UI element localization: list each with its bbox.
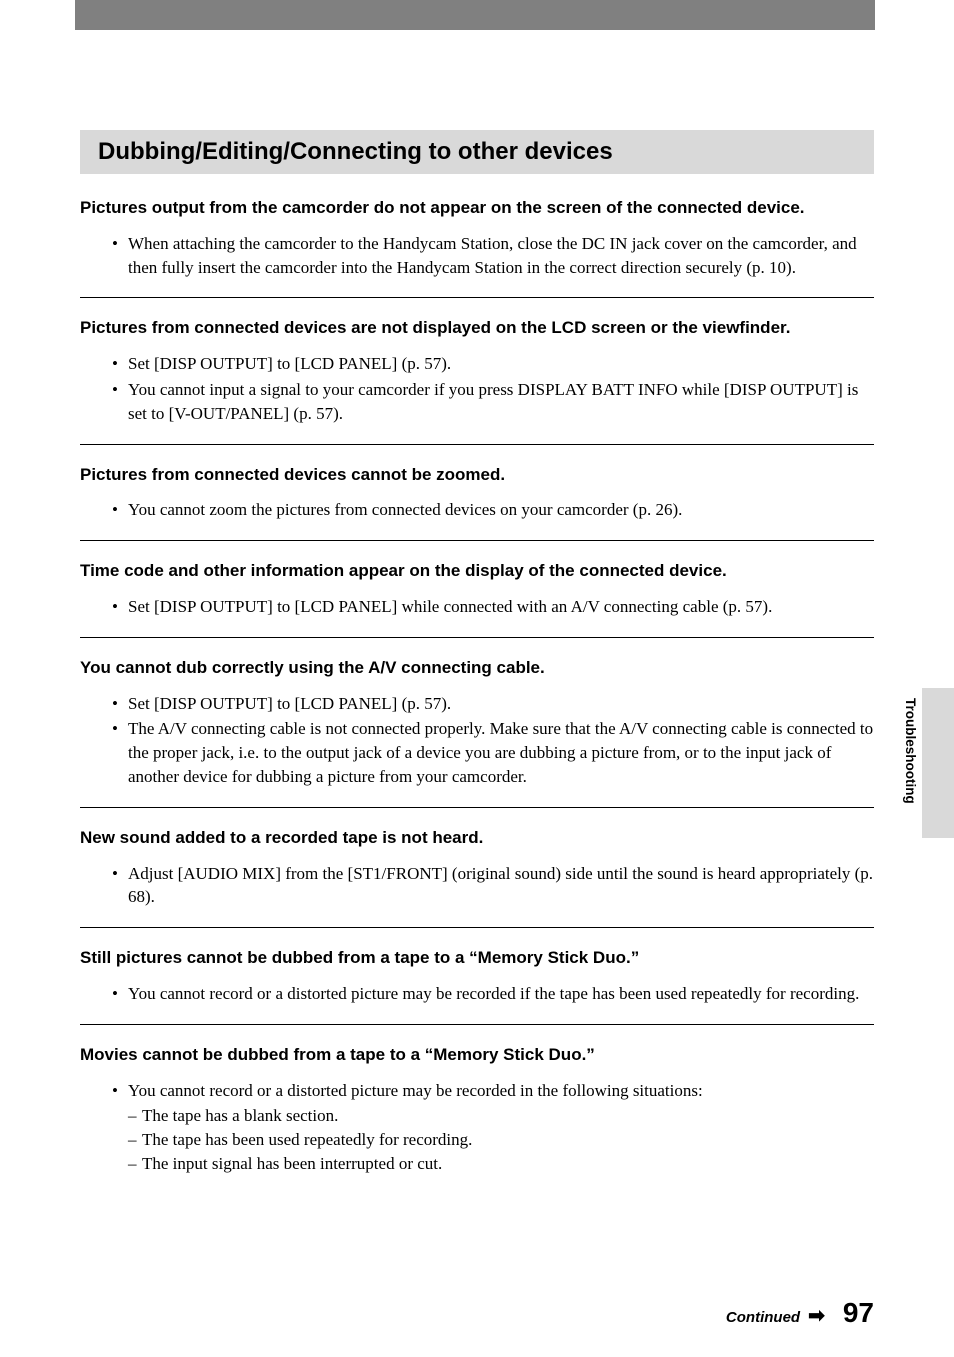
divider	[80, 1024, 874, 1025]
section-title: Time code and other information appear o…	[80, 559, 874, 583]
sub-item: The tape has a blank section.	[142, 1104, 874, 1128]
bullet-list: When attaching the camcorder to the Hand…	[80, 232, 874, 280]
divider	[80, 807, 874, 808]
section-title: You cannot dub correctly using the A/V c…	[80, 656, 874, 680]
section-title: Pictures from connected devices cannot b…	[80, 463, 874, 487]
bullet-item: Set [DISP OUTPUT] to [LCD PANEL] (p. 57)…	[128, 352, 874, 376]
top-bar	[75, 0, 875, 30]
footer: Continued ➡ 97	[726, 1297, 874, 1329]
section: Movies cannot be dubbed from a tape to a…	[80, 1043, 874, 1176]
bullet-item: You cannot record or a distorted picture…	[128, 982, 874, 1006]
bullet-list: Set [DISP OUTPUT] to [LCD PANEL] while c…	[80, 595, 874, 619]
bullet-item: When attaching the camcorder to the Hand…	[128, 232, 874, 280]
section-title: Movies cannot be dubbed from a tape to a…	[80, 1043, 874, 1067]
bullet-list: Set [DISP OUTPUT] to [LCD PANEL] (p. 57)…	[80, 692, 874, 789]
section-title: New sound added to a recorded tape is no…	[80, 826, 874, 850]
continued-label: Continued	[726, 1309, 800, 1326]
divider	[80, 540, 874, 541]
divider	[80, 637, 874, 638]
bullet-item: You cannot zoom the pictures from connec…	[128, 498, 874, 522]
bullet-item: The A/V connecting cable is not connecte…	[128, 717, 874, 788]
section: Still pictures cannot be dubbed from a t…	[80, 946, 874, 1025]
section-title: Pictures output from the camcorder do no…	[80, 196, 874, 220]
section: Pictures from connected devices are not …	[80, 316, 874, 444]
sub-list: The tape has a blank section.The tape ha…	[80, 1104, 874, 1175]
section: New sound added to a recorded tape is no…	[80, 826, 874, 928]
bullet-item: Adjust [AUDIO MIX] from the [ST1/FRONT] …	[128, 862, 874, 910]
divider	[80, 927, 874, 928]
sub-item: The input signal has been interrupted or…	[142, 1152, 874, 1176]
bullet-list: Set [DISP OUTPUT] to [LCD PANEL] (p. 57)…	[80, 352, 874, 425]
bullet-list: You cannot zoom the pictures from connec…	[80, 498, 874, 522]
bullet-list: You cannot record or a distorted picture…	[80, 982, 874, 1006]
main-heading: Dubbing/Editing/Connecting to other devi…	[80, 130, 874, 174]
bullet-item: You cannot input a signal to your camcor…	[128, 378, 874, 426]
content-area: Dubbing/Editing/Connecting to other devi…	[0, 130, 954, 1176]
section-title: Still pictures cannot be dubbed from a t…	[80, 946, 874, 970]
sub-item: The tape has been used repeatedly for re…	[142, 1128, 874, 1152]
section: Pictures output from the camcorder do no…	[80, 196, 874, 298]
divider	[80, 444, 874, 445]
divider	[80, 297, 874, 298]
section: Time code and other information appear o…	[80, 559, 874, 638]
page-number: 97	[843, 1297, 874, 1329]
arrow-icon: ➡	[808, 1303, 825, 1328]
sections-container: Pictures output from the camcorder do no…	[80, 196, 874, 1176]
bullet-item: You cannot record or a distorted picture…	[128, 1079, 874, 1103]
section-title: Pictures from connected devices are not …	[80, 316, 874, 340]
bullet-item: Set [DISP OUTPUT] to [LCD PANEL] while c…	[128, 595, 874, 619]
bullet-list: You cannot record or a distorted picture…	[80, 1079, 874, 1103]
section: Pictures from connected devices cannot b…	[80, 463, 874, 542]
bullet-list: Adjust [AUDIO MIX] from the [ST1/FRONT] …	[80, 862, 874, 910]
bullet-item: Set [DISP OUTPUT] to [LCD PANEL] (p. 57)…	[128, 692, 874, 716]
section: You cannot dub correctly using the A/V c…	[80, 656, 874, 808]
